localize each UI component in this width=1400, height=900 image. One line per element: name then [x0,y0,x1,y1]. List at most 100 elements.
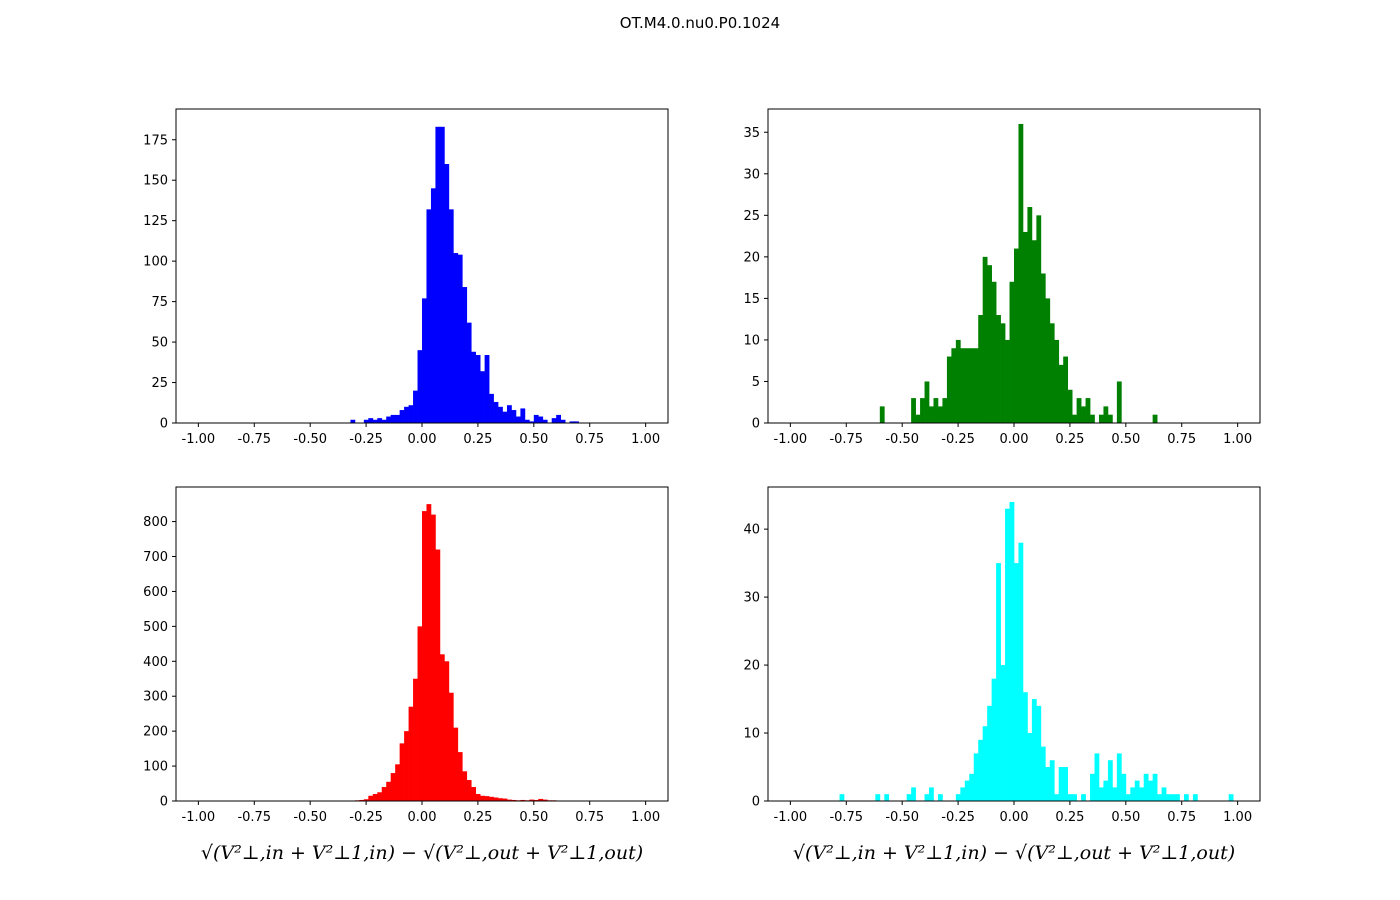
histogram-bar [1049,760,1055,801]
y-tick-label: 400 [143,655,168,670]
histogram-bar [569,421,575,423]
x-tick-label: 0.25 [1055,810,1084,825]
x-tick-label: -0.75 [829,810,863,825]
histogram-bar [538,416,544,423]
y-tick-label: 0 [752,795,760,810]
histogram-bar [1085,398,1091,423]
histogram-bar [515,416,521,423]
y-tick-label: 150 [143,174,168,189]
histogram-bar [839,794,845,801]
histogram-bar [955,794,961,801]
histogram-bar [520,408,526,423]
histogram-bar [973,348,979,423]
bars [350,126,579,424]
y-tick-label: 800 [143,515,168,530]
histogram-bar [991,678,997,801]
histogram-bar [1072,794,1077,801]
histogram-bar [350,419,356,423]
histogram-bar [1022,692,1028,801]
histogram-bar [524,419,530,423]
histogram-bar [511,410,517,423]
histogram-bar [1014,563,1019,801]
x-tick-label: 0.00 [1000,432,1029,447]
histogram-bar [1076,398,1082,423]
histogram-bar [475,355,481,423]
histogram-bar [408,706,414,801]
histogram-bar [1130,787,1136,801]
histogram-bar [937,794,943,801]
histogram-bar [426,209,432,423]
histogram-bar [1098,414,1104,423]
histogram-bar [1090,773,1095,801]
histogram-bar [1040,273,1046,423]
histogram-bar [969,773,975,801]
x-tick-label: 1.00 [1223,432,1252,447]
histogram-bar [386,416,392,423]
histogram-bar [533,799,539,801]
histogram-bar [489,393,494,423]
x-axis-label: √(V²⊥,in + V²⊥1,in) − √(V²⊥,out + V²⊥1,o… [793,842,1235,864]
x-tick-label: -0.25 [349,810,383,825]
x-tick-label: 0.50 [1111,810,1140,825]
histogram-bar [942,398,948,423]
histogram-bar [430,188,436,423]
figure-title: OT.M4.0.nu0.P0.1024 [619,14,781,32]
y-tick-label: 500 [143,620,168,635]
histogram-bar [1139,787,1145,801]
histogram-bar [413,678,418,801]
x-tick-label: -0.50 [293,432,327,447]
histogram-bar [1014,248,1019,423]
histogram-bar [915,414,921,423]
y-tick-label: 0 [160,417,168,432]
histogram-bar [1228,794,1234,801]
histogram-bar [1152,414,1158,423]
histogram-bar [511,799,517,801]
histogram-bar [430,514,436,801]
x-axis-label: √(V²⊥,in + V²⊥1,in) − √(V²⊥,out + V²⊥1,o… [201,842,643,864]
x-tick-label: 0.50 [1111,432,1140,447]
histogram-bar [1027,733,1033,801]
histogram-bar [875,794,881,801]
histogram-bar [1166,794,1171,801]
bars [879,123,1158,423]
histogram-bar [390,414,396,423]
x-tick-label: -0.25 [941,432,975,447]
y-tick-label: 25 [151,376,168,391]
histogram-bar [1027,207,1033,423]
x-tick-label: 0.75 [575,810,604,825]
histogram-bar [417,350,423,423]
x-tick-label: -0.75 [237,432,271,447]
histogram-bar [533,414,539,423]
x-tick-label: 0.50 [519,432,548,447]
histogram-bar [480,795,485,801]
histogram-bar [1049,323,1055,423]
histogram-bar [484,355,490,423]
y-tick-label: 40 [743,523,760,538]
histogram-bar [978,739,984,801]
x-tick-label: 0.75 [1167,432,1196,447]
histogram-bar [924,794,930,801]
histogram-bar [520,799,526,801]
histogram-bar [1161,787,1167,801]
x-tick-label: 1.00 [1223,810,1252,825]
y-tick-label: 125 [143,214,168,229]
histogram-bar [987,705,992,801]
histogram-bar [1054,794,1060,801]
y-tick-label: 0 [160,795,168,810]
y-tick-label: 50 [151,336,168,351]
histogram-bar [1121,773,1127,801]
histogram-bar [359,799,365,801]
histogram-bar [1134,780,1140,801]
x-tick-label: 0.00 [1000,810,1029,825]
histogram-bar [466,780,472,801]
histogram-bar [453,727,459,801]
histogram-bar [493,797,499,801]
histogram-bar [1022,231,1028,423]
histogram-bar [377,418,383,423]
y-tick-label: 10 [743,727,760,742]
x-tick-label: -0.50 [885,810,919,825]
y-tick-label: 30 [743,167,760,182]
histogram-bar [1040,746,1046,801]
histogram-bar [1116,753,1122,801]
histogram-bar [439,654,445,801]
